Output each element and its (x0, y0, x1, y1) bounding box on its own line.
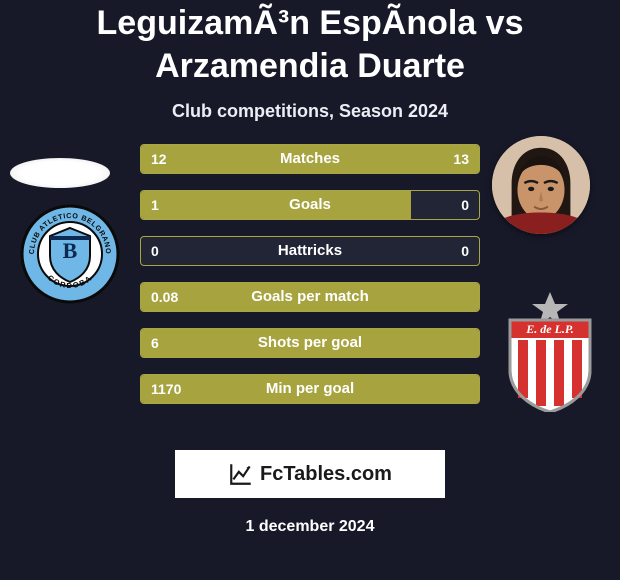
player2-avatar (492, 136, 590, 234)
stat-label: Shots per goal (141, 329, 479, 357)
stat-label: Goals per match (141, 283, 479, 311)
stat-row: 1170 Min per goal (140, 374, 480, 404)
club2-badge-text: E. de L.P. (525, 322, 573, 336)
brand-text: FcTables.com (260, 463, 392, 486)
svg-text:B: B (63, 238, 78, 263)
stat-row: 0 Hattricks 0 (140, 236, 480, 266)
club1-crest: CLUB ATLETICO BELGRANO CORDOBA B (20, 204, 120, 304)
club2-crest: E. de L.P. (500, 292, 600, 412)
stat-label: Goals (141, 191, 479, 219)
comparison-area: CLUB ATLETICO BELGRANO CORDOBA B E. de L… (0, 144, 620, 444)
stat-bars: 12 Matches 13 1 Goals 0 0 Hattricks 0 0.… (140, 144, 480, 420)
stat-label: Min per goal (141, 375, 479, 403)
stat-right-value: 13 (443, 145, 479, 173)
stat-label: Matches (141, 145, 479, 173)
stat-right-value: 0 (451, 237, 479, 265)
date-text: 1 december 2024 (0, 518, 620, 536)
stat-row: 1 Goals 0 (140, 190, 480, 220)
chart-icon (228, 461, 254, 487)
stat-row: 6 Shots per goal (140, 328, 480, 358)
stat-label: Hattricks (141, 237, 479, 265)
brand-box: FcTables.com (175, 450, 445, 498)
player1-avatar (10, 158, 110, 188)
page-title: LeguizamÃ³n EspÃ­nola vs Arzamendia Duar… (0, 0, 620, 87)
stat-right-value: 0 (451, 191, 479, 219)
subtitle: Club competitions, Season 2024 (0, 101, 620, 122)
stat-row: 12 Matches 13 (140, 144, 480, 174)
stat-row: 0.08 Goals per match (140, 282, 480, 312)
